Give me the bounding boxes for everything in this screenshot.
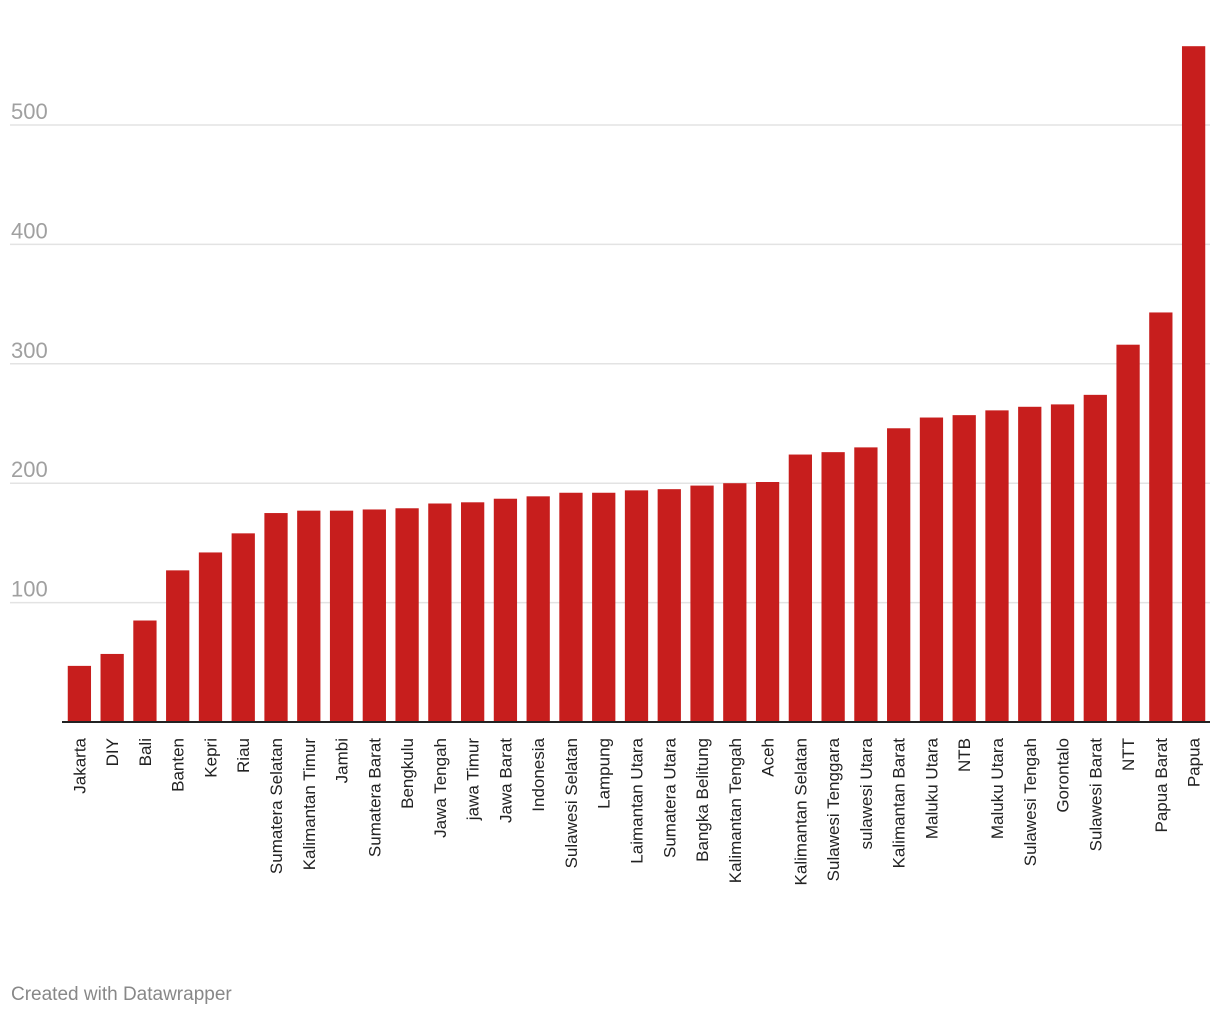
x-tick-label: Sulawesi Tenggara bbox=[824, 737, 843, 881]
y-tick-label: 300 bbox=[11, 338, 48, 363]
bar-4[interactable] bbox=[198, 552, 223, 722]
bar-10[interactable] bbox=[395, 508, 419, 722]
x-tick-label: Jawa Tengah bbox=[431, 738, 450, 838]
bar-28[interactable] bbox=[985, 410, 1009, 722]
x-tick-label: Sumatera Barat bbox=[365, 738, 384, 857]
bar-chart: 100 200 300 400 500 Jakarta DIY Bali Banten Kepr… bbox=[10, 46, 1210, 885]
x-tick-label: Papua Barat bbox=[1152, 738, 1171, 833]
bar-33[interactable] bbox=[1149, 312, 1173, 722]
x-tick-label: Laimantan Utara bbox=[628, 737, 647, 863]
x-tick-label: Kalimantan Selatan bbox=[791, 738, 810, 885]
bar-30[interactable] bbox=[1050, 404, 1075, 722]
bar-17[interactable] bbox=[624, 490, 649, 722]
x-tick-label: sulawesi Utara bbox=[857, 737, 876, 849]
bar-29[interactable] bbox=[1018, 406, 1042, 722]
x-tick-label: Jakarta bbox=[70, 737, 89, 793]
bar-1[interactable] bbox=[100, 653, 124, 722]
x-tick-label: Bangka Belitung bbox=[693, 738, 712, 862]
x-tick-label: Lampung bbox=[595, 738, 614, 809]
bar-14[interactable] bbox=[526, 496, 550, 722]
bar-20[interactable] bbox=[723, 483, 747, 722]
bar-13[interactable] bbox=[493, 498, 518, 722]
x-tick-label: Maluku Utara bbox=[988, 737, 1007, 839]
x-tick-label: Sulawesi Tengah bbox=[1021, 738, 1040, 866]
bar-31[interactable] bbox=[1083, 394, 1107, 722]
bar-6[interactable] bbox=[264, 513, 288, 722]
x-tick-label: Aceh bbox=[759, 738, 778, 777]
bar-8[interactable] bbox=[329, 510, 354, 722]
bar-16[interactable] bbox=[592, 492, 616, 722]
x-tick-label: Sulawesi Selatan bbox=[562, 738, 581, 868]
bar-27[interactable] bbox=[952, 415, 976, 722]
y-tick-label: 200 bbox=[11, 457, 48, 482]
y-tick-label: 500 bbox=[11, 99, 48, 124]
x-axis-labels: Jakarta DIY Bali Banten Kepri Riau Sumatera Se… bbox=[70, 737, 1203, 885]
x-tick-label: Kalimantan Barat bbox=[890, 738, 909, 869]
bars bbox=[67, 46, 1206, 723]
bar-21[interactable] bbox=[755, 482, 780, 722]
bar-23[interactable] bbox=[821, 452, 845, 722]
x-tick-label: Papua bbox=[1185, 737, 1204, 787]
bar-22[interactable] bbox=[788, 454, 812, 722]
x-tick-label: Sumatera Selatan bbox=[267, 738, 286, 874]
x-tick-label: Gorontalo bbox=[1054, 738, 1073, 813]
x-tick-label: Indonesia bbox=[529, 737, 548, 811]
x-tick-label: Sulawesi Barat bbox=[1086, 738, 1105, 852]
x-tick-label: Kalimantan Timur bbox=[300, 738, 319, 871]
x-tick-label: Kalimantan Tengah bbox=[726, 738, 745, 883]
y-axis-ticks: 100 200 300 400 500 bbox=[11, 99, 48, 602]
x-tick-label: NTT bbox=[1119, 738, 1138, 771]
x-tick-label: DIY bbox=[103, 738, 122, 766]
x-tick-label: Maluku Utara bbox=[922, 737, 941, 839]
bar-24[interactable] bbox=[854, 447, 878, 722]
bar-18[interactable] bbox=[657, 489, 681, 722]
bar-32[interactable] bbox=[1116, 344, 1140, 722]
x-tick-label: Jawa Barat bbox=[496, 738, 515, 823]
x-tick-label: Banten bbox=[169, 738, 188, 792]
bar-12[interactable] bbox=[461, 502, 485, 722]
bar-34[interactable] bbox=[1181, 46, 1206, 723]
x-tick-label: Kepri bbox=[201, 738, 220, 778]
bar-5[interactable] bbox=[231, 533, 255, 722]
bar-2[interactable] bbox=[133, 620, 157, 722]
gridlines bbox=[10, 124, 1210, 604]
x-tick-label: Riau bbox=[234, 738, 253, 773]
x-tick-label: Jambi bbox=[333, 738, 352, 783]
bar-26[interactable] bbox=[919, 417, 944, 722]
bar-9[interactable] bbox=[362, 509, 386, 722]
bar-25[interactable] bbox=[887, 428, 911, 722]
bar-19[interactable] bbox=[690, 485, 714, 722]
bar-3[interactable] bbox=[166, 570, 190, 722]
x-tick-label: Sumatera Utara bbox=[660, 737, 679, 858]
bar-15[interactable] bbox=[559, 492, 583, 722]
bar-7[interactable] bbox=[297, 510, 321, 722]
x-tick-label: NTB bbox=[955, 738, 974, 772]
y-tick-label: 400 bbox=[11, 218, 48, 243]
x-tick-label: jawa Timur bbox=[464, 738, 483, 822]
y-tick-label: 100 bbox=[11, 577, 48, 602]
bar-0[interactable] bbox=[67, 665, 92, 722]
x-tick-label: Bengkulu bbox=[398, 738, 417, 809]
x-tick-label: Bali bbox=[136, 738, 155, 766]
datawrapper-credit[interactable]: Created with Datawrapper bbox=[11, 984, 232, 1005]
bar-11[interactable] bbox=[428, 503, 452, 722]
